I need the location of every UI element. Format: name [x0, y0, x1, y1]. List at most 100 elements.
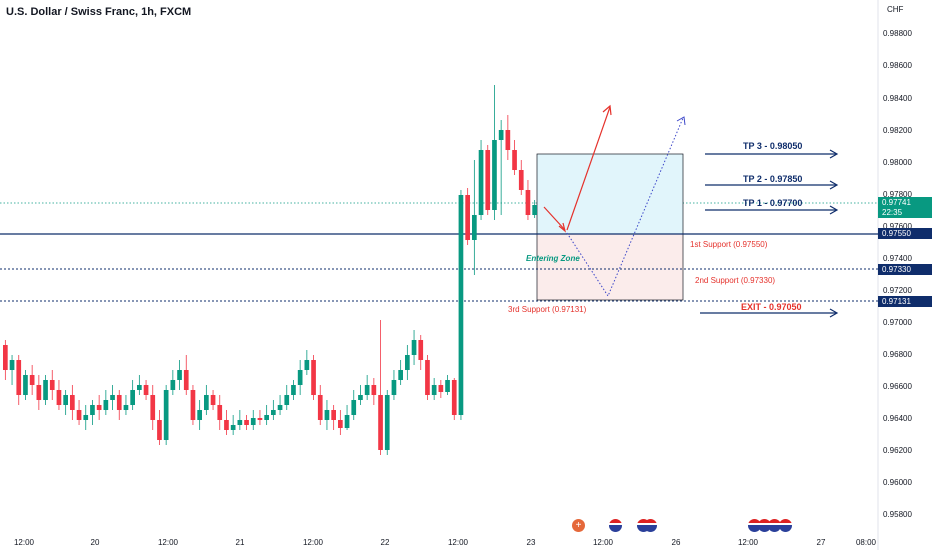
flag-icon-us-us-us[interactable] — [748, 519, 761, 532]
time-tick: 20 — [90, 538, 100, 547]
support1-label: 1st Support (0.97550) — [690, 240, 768, 249]
flag-icon-us-eu-2[interactable] — [644, 519, 657, 532]
candle-body — [49, 380, 55, 390]
candle-body — [384, 395, 390, 450]
candle-body — [451, 380, 457, 415]
price-tick: 0.98600 — [883, 61, 912, 70]
candle-body — [183, 370, 189, 390]
candle-body — [378, 395, 383, 450]
time-tick: 12:00 — [302, 538, 324, 547]
time-tick: 12:00 — [447, 538, 469, 547]
candles — [3, 85, 537, 455]
time-tick: 08:00 — [855, 538, 877, 547]
candle-body — [492, 140, 497, 210]
candle-body — [29, 375, 35, 385]
time-tick: 21 — [235, 538, 245, 547]
candle-body — [478, 150, 484, 215]
bullish-arrow-head — [602, 104, 612, 116]
tp3-label: TP 3 - 0.98050 — [743, 141, 803, 151]
price-tick: 0.96600 — [883, 382, 912, 391]
candle-body — [425, 360, 430, 395]
tp1-arrow-head — [829, 205, 839, 215]
tp3-arrow-head — [829, 149, 839, 159]
candle-body — [177, 370, 182, 380]
price-tick: 0.98200 — [883, 126, 912, 135]
candle-body — [43, 380, 48, 400]
candle-body — [257, 418, 263, 420]
support3-label: 3rd Support (0.97131) — [508, 305, 587, 314]
target-arrows — [700, 149, 839, 318]
tp1-label: TP 1 - 0.97700 — [743, 198, 803, 208]
price-tick: 0.95800 — [883, 510, 912, 519]
entering-zone-label: Entering Zone — [526, 254, 580, 263]
candle-body — [405, 355, 410, 370]
candle-body — [103, 400, 109, 410]
candle-body — [170, 380, 176, 390]
candle-body — [445, 380, 450, 392]
candle-body — [311, 360, 316, 395]
candle-body — [458, 195, 464, 415]
price-tick: 0.96800 — [883, 350, 912, 359]
candle-body — [70, 395, 75, 410]
candle-body — [472, 215, 477, 240]
price-tick: 0.96400 — [883, 414, 912, 423]
time-tick: 27 — [816, 538, 826, 547]
candle-body — [197, 410, 202, 420]
time-tick: 23 — [526, 538, 536, 547]
currency-label: CHF — [887, 5, 904, 14]
candle-body — [485, 150, 491, 210]
candle-body — [16, 360, 22, 395]
time-tick: 26 — [671, 538, 681, 547]
candle-body — [438, 385, 444, 392]
candle-body — [237, 420, 243, 425]
candle-body — [3, 345, 8, 370]
candle-body — [244, 420, 249, 425]
candle-body — [150, 395, 156, 420]
dotted-projection — [566, 117, 684, 298]
candle-body — [465, 195, 470, 240]
candle-body — [364, 385, 370, 395]
candle-body — [498, 130, 504, 140]
candle-body — [163, 390, 169, 440]
candle-body — [56, 390, 62, 405]
candle-body — [344, 415, 350, 428]
time-tick: 12:00 — [737, 538, 759, 547]
candle-body — [358, 395, 363, 400]
candle-body — [338, 420, 343, 428]
flag-icon-us[interactable] — [609, 519, 622, 532]
exit-label: EXIT - 0.97050 — [741, 302, 802, 312]
tp2-label: TP 2 - 0.97850 — [743, 174, 803, 184]
candle-body — [63, 395, 68, 405]
candle-body — [123, 405, 129, 410]
candle-body — [398, 370, 403, 380]
flag-icon-us-4[interactable] — [779, 519, 792, 532]
pullback-arrow — [543, 206, 566, 231]
support2-label: 2nd Support (0.97330) — [695, 276, 776, 285]
candle-body — [250, 418, 256, 425]
candle-body — [157, 420, 162, 440]
time-tick: 12:00 — [157, 538, 179, 547]
flag-icon-us-3[interactable] — [768, 519, 781, 532]
candle-body — [217, 405, 223, 420]
candle-body — [431, 385, 437, 395]
flag-icon-us-2[interactable] — [758, 519, 771, 532]
price-tick: 0.97400 — [883, 254, 912, 263]
price-tick: 0.98000 — [883, 158, 912, 167]
price-tick: 0.96000 — [883, 478, 912, 487]
zone-border — [536, 153, 684, 301]
candle-body — [304, 360, 310, 370]
candle-body — [204, 395, 209, 410]
candle-body — [271, 410, 276, 415]
time-tick: 12:00 — [592, 538, 614, 547]
candle-body — [277, 405, 283, 410]
candle-body — [532, 205, 537, 215]
candle-body — [76, 410, 82, 420]
flag-icon-ch[interactable]: + — [572, 519, 585, 532]
price-tick: 0.97000 — [883, 318, 912, 327]
candle-body — [9, 360, 15, 370]
candle-body — [23, 375, 28, 395]
price-tick: 0.96200 — [883, 446, 912, 455]
candle-body — [411, 340, 417, 355]
bullish-arrow — [566, 106, 611, 231]
